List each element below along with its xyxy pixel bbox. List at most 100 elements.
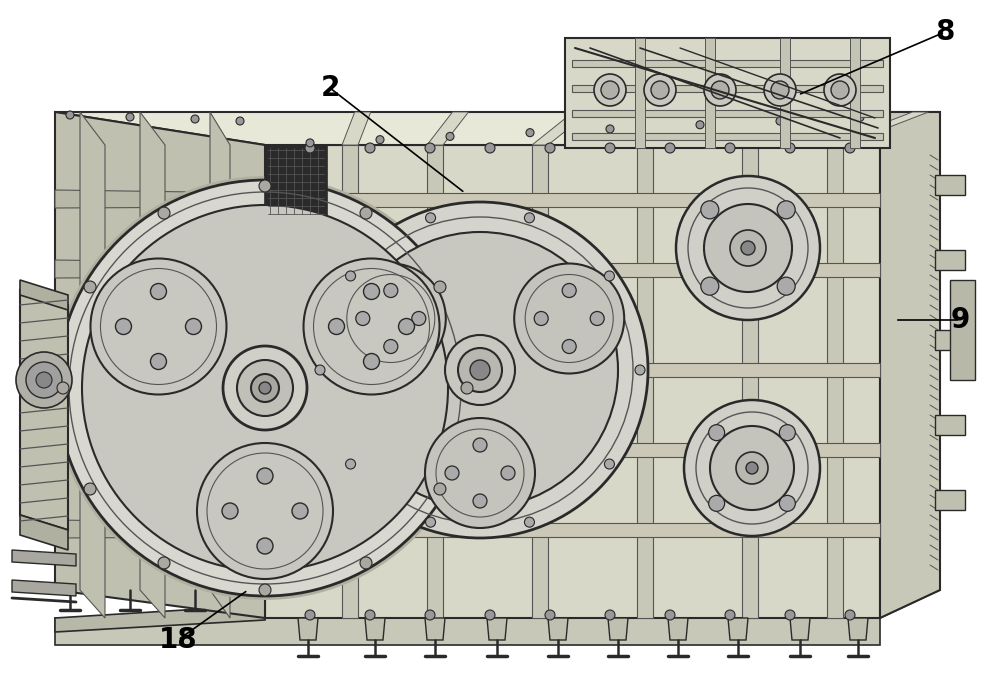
Ellipse shape xyxy=(785,143,795,153)
Polygon shape xyxy=(935,415,965,435)
Ellipse shape xyxy=(709,496,725,511)
Polygon shape xyxy=(55,618,880,645)
Text: 2: 2 xyxy=(320,74,340,102)
Polygon shape xyxy=(827,112,928,145)
Polygon shape xyxy=(55,605,265,632)
Ellipse shape xyxy=(446,132,454,140)
Ellipse shape xyxy=(66,111,74,119)
Ellipse shape xyxy=(425,610,435,620)
Ellipse shape xyxy=(710,426,794,510)
Ellipse shape xyxy=(53,176,477,600)
Ellipse shape xyxy=(426,517,436,527)
Bar xyxy=(265,145,327,217)
Polygon shape xyxy=(427,112,468,145)
Ellipse shape xyxy=(534,311,548,325)
Ellipse shape xyxy=(84,281,96,293)
Polygon shape xyxy=(950,280,975,380)
Ellipse shape xyxy=(704,204,792,292)
Ellipse shape xyxy=(665,143,675,153)
Ellipse shape xyxy=(746,462,758,474)
Ellipse shape xyxy=(26,362,62,398)
Ellipse shape xyxy=(590,311,604,325)
Ellipse shape xyxy=(90,258,226,395)
Ellipse shape xyxy=(458,348,502,392)
Ellipse shape xyxy=(676,176,820,320)
Ellipse shape xyxy=(315,365,325,375)
Polygon shape xyxy=(850,38,860,148)
Polygon shape xyxy=(265,193,880,207)
Ellipse shape xyxy=(57,180,473,596)
Polygon shape xyxy=(427,145,443,618)
Ellipse shape xyxy=(346,271,356,281)
Ellipse shape xyxy=(376,136,384,144)
Ellipse shape xyxy=(856,113,864,121)
Ellipse shape xyxy=(364,353,380,370)
Ellipse shape xyxy=(779,424,795,441)
Ellipse shape xyxy=(84,483,96,495)
Polygon shape xyxy=(572,60,883,67)
Ellipse shape xyxy=(651,81,669,99)
Text: 8: 8 xyxy=(935,18,955,46)
Ellipse shape xyxy=(562,283,576,298)
Ellipse shape xyxy=(776,117,784,125)
Polygon shape xyxy=(298,618,318,640)
Ellipse shape xyxy=(779,496,795,511)
Ellipse shape xyxy=(514,264,624,374)
Polygon shape xyxy=(210,112,230,618)
Ellipse shape xyxy=(384,340,398,353)
Ellipse shape xyxy=(601,81,619,99)
Ellipse shape xyxy=(696,121,704,129)
Ellipse shape xyxy=(470,360,490,380)
Polygon shape xyxy=(935,175,965,195)
Polygon shape xyxy=(827,145,843,618)
Ellipse shape xyxy=(501,466,515,480)
Polygon shape xyxy=(728,618,748,640)
Ellipse shape xyxy=(606,125,614,133)
Polygon shape xyxy=(55,260,265,278)
Ellipse shape xyxy=(16,352,72,408)
Ellipse shape xyxy=(709,424,725,441)
Polygon shape xyxy=(935,330,965,350)
Polygon shape xyxy=(265,523,880,537)
Polygon shape xyxy=(742,112,831,145)
Ellipse shape xyxy=(831,81,849,99)
Ellipse shape xyxy=(445,466,459,480)
Ellipse shape xyxy=(434,281,446,293)
Polygon shape xyxy=(12,550,76,566)
Ellipse shape xyxy=(259,382,271,394)
Ellipse shape xyxy=(236,117,244,125)
Text: 9: 9 xyxy=(950,306,970,334)
Ellipse shape xyxy=(304,258,440,395)
Ellipse shape xyxy=(605,610,615,620)
Polygon shape xyxy=(572,85,883,92)
Ellipse shape xyxy=(150,283,166,300)
Ellipse shape xyxy=(485,610,495,620)
Ellipse shape xyxy=(845,610,855,620)
Ellipse shape xyxy=(684,400,820,536)
Ellipse shape xyxy=(741,241,755,255)
Ellipse shape xyxy=(126,113,134,121)
Ellipse shape xyxy=(711,81,729,99)
Ellipse shape xyxy=(845,143,855,153)
Ellipse shape xyxy=(399,319,415,334)
Polygon shape xyxy=(532,145,548,618)
Polygon shape xyxy=(20,280,68,310)
Ellipse shape xyxy=(251,374,279,402)
Ellipse shape xyxy=(365,143,375,153)
Ellipse shape xyxy=(305,143,315,153)
Ellipse shape xyxy=(364,283,380,300)
Ellipse shape xyxy=(785,610,795,620)
Ellipse shape xyxy=(824,74,856,106)
Polygon shape xyxy=(487,618,507,640)
Ellipse shape xyxy=(312,202,648,538)
Ellipse shape xyxy=(360,207,372,219)
Polygon shape xyxy=(548,618,568,640)
Polygon shape xyxy=(365,618,385,640)
Polygon shape xyxy=(635,38,645,148)
Ellipse shape xyxy=(356,311,370,325)
Polygon shape xyxy=(790,618,810,640)
Ellipse shape xyxy=(425,143,435,153)
Polygon shape xyxy=(608,618,628,640)
Ellipse shape xyxy=(473,494,487,508)
Polygon shape xyxy=(565,38,890,148)
